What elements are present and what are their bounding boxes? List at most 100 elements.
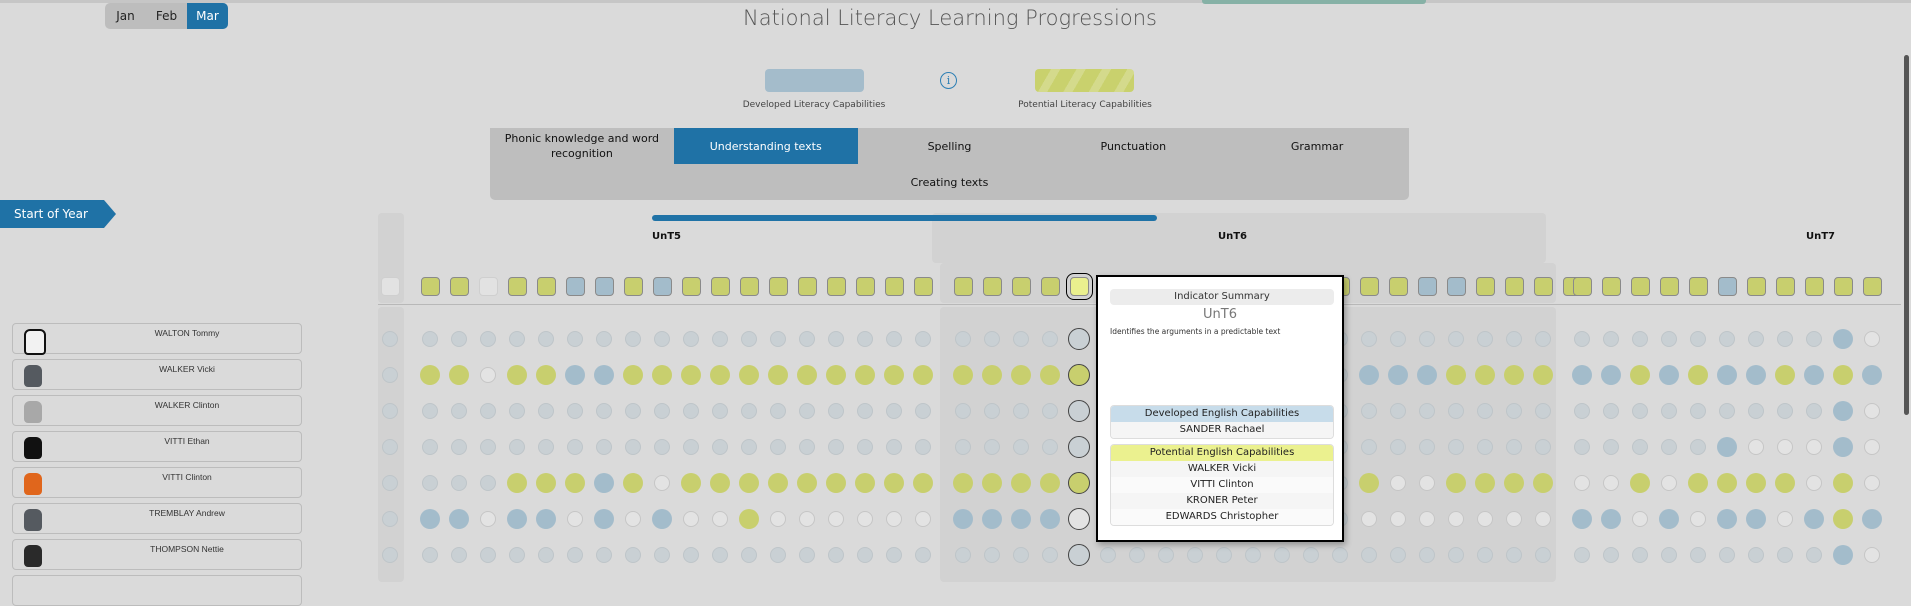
indicator-header-unt7-11[interactable]: [1862, 277, 1882, 296]
assessment-dot[interactable]: [1040, 509, 1060, 529]
assessment-dot[interactable]: [451, 439, 467, 455]
indicator-header-unt5-9[interactable]: [652, 277, 672, 296]
assessment-dot[interactable]: [596, 439, 612, 455]
assessment-dot[interactable]: [799, 511, 815, 527]
assessment-dot[interactable]: [1068, 400, 1090, 422]
assessment-dot[interactable]: [1303, 547, 1319, 563]
assessment-dot[interactable]: [683, 511, 699, 527]
assessment-dot[interactable]: [1632, 439, 1648, 455]
assessment-dot[interactable]: [565, 473, 585, 493]
assessment-dot[interactable]: [1603, 475, 1619, 491]
assessment-dot[interactable]: [955, 331, 971, 347]
assessment-dot[interactable]: [1390, 403, 1406, 419]
assessment-dot[interactable]: [565, 365, 585, 385]
indicator-header-lone-1[interactable]: [380, 277, 400, 296]
assessment-dot[interactable]: [1688, 365, 1708, 385]
assessment-dot[interactable]: [507, 509, 527, 529]
assessment-dot[interactable]: [480, 403, 496, 419]
assessment-dot[interactable]: [1603, 439, 1619, 455]
assessment-dot[interactable]: [1390, 439, 1406, 455]
tab-creating-texts[interactable]: Creating texts: [910, 175, 989, 189]
assessment-dot[interactable]: [1833, 509, 1853, 529]
assessment-dot[interactable]: [1390, 547, 1406, 563]
assessment-dot[interactable]: [1477, 547, 1493, 563]
assessment-dot[interactable]: [1390, 331, 1406, 347]
indicator-header-unt5-6[interactable]: [565, 277, 585, 296]
assessment-dot[interactable]: [1632, 331, 1648, 347]
assessment-dot[interactable]: [984, 439, 1000, 455]
assessment-dot[interactable]: [654, 547, 670, 563]
assessment-dot[interactable]: [509, 331, 525, 347]
assessment-dot[interactable]: [681, 365, 701, 385]
assessment-dot[interactable]: [382, 547, 398, 563]
assessment-dot[interactable]: [739, 365, 759, 385]
assessment-dot[interactable]: [509, 439, 525, 455]
assessment-dot[interactable]: [1042, 403, 1058, 419]
assessment-dot[interactable]: [1746, 473, 1766, 493]
assessment-dot[interactable]: [1359, 473, 1379, 493]
assessment-dot[interactable]: [536, 473, 556, 493]
potential-student[interactable]: KRONER Peter: [1111, 493, 1333, 509]
assessment-dot[interactable]: [1446, 473, 1466, 493]
assessment-dot[interactable]: [1717, 473, 1737, 493]
assessment-dot[interactable]: [768, 473, 788, 493]
assessment-dot[interactable]: [538, 439, 554, 455]
indicator-header-unt6-17[interactable]: [1417, 277, 1437, 296]
potential-student[interactable]: WALKER Vicki: [1111, 461, 1333, 477]
assessment-dot[interactable]: [1862, 365, 1882, 385]
assessment-dot[interactable]: [652, 365, 672, 385]
assessment-dot[interactable]: [422, 547, 438, 563]
assessment-dot[interactable]: [799, 403, 815, 419]
assessment-dot[interactable]: [1013, 331, 1029, 347]
assessment-dot[interactable]: [1390, 511, 1406, 527]
indicator-header-unt6-4[interactable]: [1040, 277, 1060, 296]
assessment-dot[interactable]: [449, 365, 469, 385]
assessment-dot[interactable]: [1661, 547, 1677, 563]
assessment-dot[interactable]: [654, 331, 670, 347]
indicator-header-unt5-1[interactable]: [420, 277, 440, 296]
indicator-header-unt6-1[interactable]: [953, 277, 973, 296]
assessment-dot[interactable]: [509, 547, 525, 563]
assessment-dot[interactable]: [828, 547, 844, 563]
assessment-dot[interactable]: [984, 547, 1000, 563]
developed-student[interactable]: SANDER Rachael: [1111, 422, 1333, 438]
assessment-dot[interactable]: [797, 365, 817, 385]
assessment-dot[interactable]: [1690, 511, 1706, 527]
assessment-dot[interactable]: [1448, 511, 1464, 527]
assessment-dot[interactable]: [509, 403, 525, 419]
assessment-dot[interactable]: [1390, 475, 1406, 491]
assessment-dot[interactable]: [799, 547, 815, 563]
assessment-dot[interactable]: [828, 403, 844, 419]
assessment-dot[interactable]: [1864, 475, 1880, 491]
assessment-dot[interactable]: [1630, 365, 1650, 385]
indicator-header-unt5-16[interactable]: [855, 277, 875, 296]
assessment-dot[interactable]: [1274, 547, 1290, 563]
assessment-dot[interactable]: [857, 547, 873, 563]
assessment-dot[interactable]: [886, 439, 902, 455]
assessment-dot[interactable]: [797, 473, 817, 493]
assessment-dot[interactable]: [1448, 403, 1464, 419]
assessment-dot[interactable]: [654, 403, 670, 419]
assessment-dot[interactable]: [1777, 331, 1793, 347]
start-of-year-banner[interactable]: Start of Year: [0, 200, 116, 228]
assessment-dot[interactable]: [1688, 473, 1708, 493]
assessment-dot[interactable]: [1748, 547, 1764, 563]
student-card[interactable]: TREMBLAY Andrew: [12, 503, 302, 534]
assessment-dot[interactable]: [422, 475, 438, 491]
student-card[interactable]: WALKER Clinton: [12, 395, 302, 426]
assessment-dot[interactable]: [1574, 439, 1590, 455]
assessment-dot[interactable]: [770, 403, 786, 419]
assessment-dot[interactable]: [451, 475, 467, 491]
assessment-dot[interactable]: [1504, 365, 1524, 385]
assessment-dot[interactable]: [1068, 364, 1090, 386]
assessment-dot[interactable]: [1446, 365, 1466, 385]
assessment-dot[interactable]: [1748, 331, 1764, 347]
assessment-dot[interactable]: [857, 511, 873, 527]
indicator-header-unt7-3[interactable]: [1630, 277, 1650, 296]
indicator-header-unt6-20[interactable]: [1504, 277, 1524, 296]
assessment-dot[interactable]: [1777, 439, 1793, 455]
assessment-dot[interactable]: [1864, 439, 1880, 455]
assessment-dot[interactable]: [1477, 511, 1493, 527]
indicator-header-unt5-5[interactable]: [536, 277, 556, 296]
assessment-dot[interactable]: [449, 509, 469, 529]
